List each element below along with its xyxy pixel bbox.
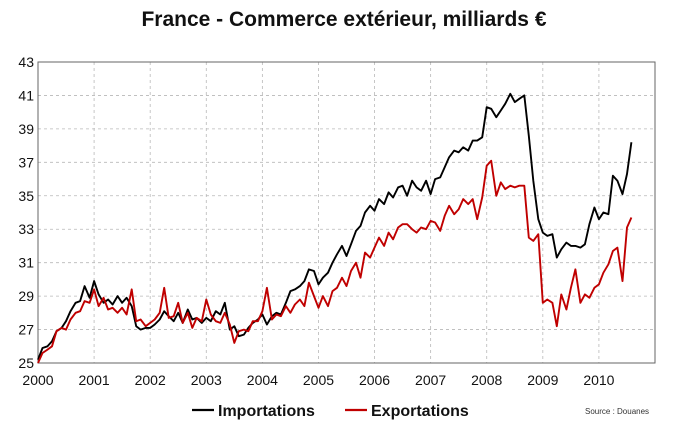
x-tick-label: 2004 bbox=[247, 372, 278, 388]
y-tick-label: 33 bbox=[18, 221, 34, 237]
series-layer bbox=[37, 92, 633, 364]
legend-label-importations: Importations bbox=[218, 403, 315, 420]
x-tick-label: 2009 bbox=[527, 372, 558, 388]
x-tick-label: 2003 bbox=[191, 372, 222, 388]
y-tick-label: 41 bbox=[18, 87, 34, 103]
y-tick-label: 29 bbox=[18, 288, 34, 304]
x-tick-label: 2008 bbox=[471, 372, 502, 388]
y-tick-label: 37 bbox=[18, 154, 34, 170]
x-tick-label: 2006 bbox=[359, 372, 390, 388]
x-tick-label: 2010 bbox=[583, 372, 614, 388]
legend-label-exportations: Exportations bbox=[371, 403, 469, 420]
series-line-importations bbox=[37, 92, 633, 361]
y-tick-label: 25 bbox=[18, 355, 34, 371]
y-axis: 25 27 29 31 33 35 37 39 41 43 bbox=[18, 54, 34, 371]
x-tick-label: 2002 bbox=[135, 372, 166, 388]
y-tick-label: 35 bbox=[18, 188, 34, 204]
x-tick-label: 2001 bbox=[79, 372, 110, 388]
x-axis: 2000 2001 2002 2003 2004 2005 2006 2007 2008 2009… bbox=[22, 372, 614, 388]
series-line-exportations bbox=[37, 159, 633, 364]
plot-frame bbox=[37, 61, 656, 364]
x-tick-label: 2005 bbox=[303, 372, 334, 388]
chart-title: France - Commerce extérieur, milliards € bbox=[141, 8, 547, 31]
y-tick-label: 39 bbox=[18, 121, 34, 137]
x-tick-label: 2000 bbox=[22, 372, 53, 388]
x-tick-label: 2007 bbox=[415, 372, 446, 388]
y-tick-label: 31 bbox=[18, 255, 34, 271]
y-tick-label: 27 bbox=[18, 322, 34, 338]
source-note: Source : Douanes bbox=[585, 407, 649, 416]
y-tick-label: 43 bbox=[18, 54, 34, 70]
legend: Importations Exportations bbox=[192, 403, 469, 420]
grid-layer bbox=[37, 61, 655, 364]
